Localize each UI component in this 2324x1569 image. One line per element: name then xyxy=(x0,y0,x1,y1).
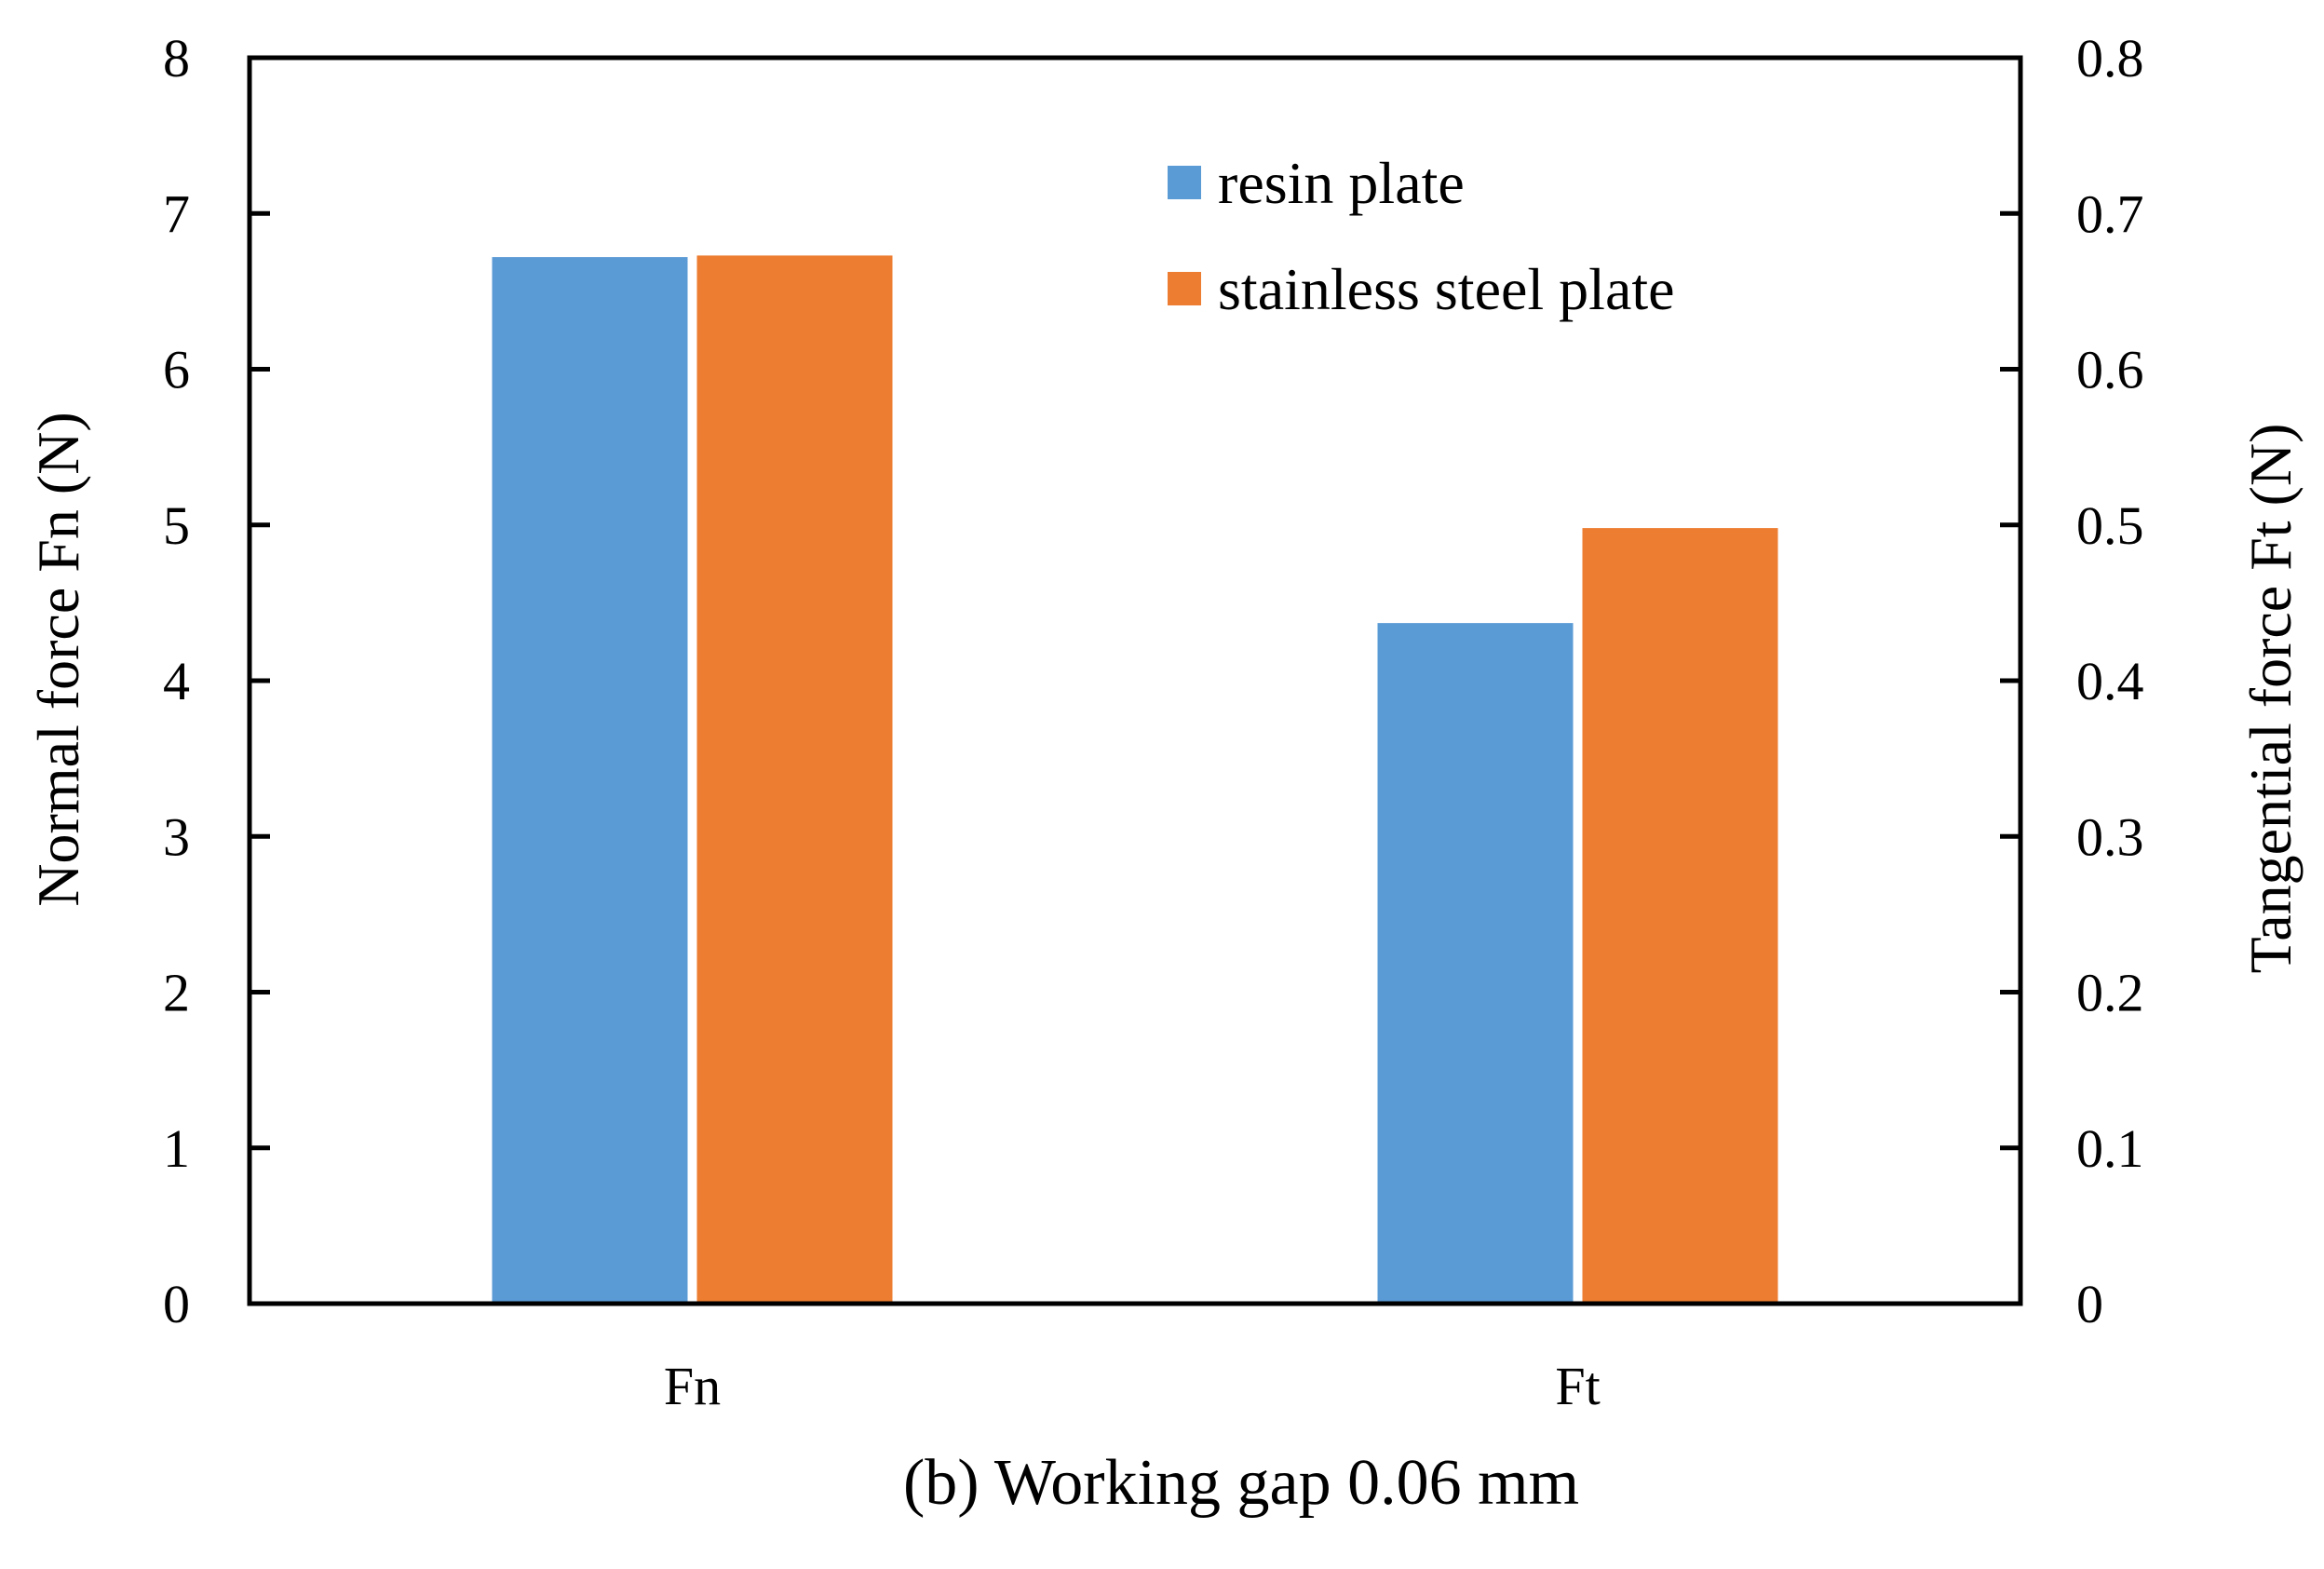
bar-fn-resin-plate xyxy=(492,257,688,1305)
chart-caption: (b) Working gap 0.06 mm xyxy=(903,1447,1579,1519)
left-tick-label: 7 xyxy=(163,183,190,244)
right-axis-title: Tangential force Ft (N) xyxy=(2237,424,2304,974)
right-tick-label: 0.2 xyxy=(2076,963,2144,1023)
legend-swatch xyxy=(1168,272,1201,305)
right-tick-label: 0.8 xyxy=(2076,28,2144,88)
category-label: Fn xyxy=(664,1356,721,1416)
right-tick-label: 0.7 xyxy=(2076,183,2144,244)
category-labels: Fn Ft xyxy=(664,1356,1601,1416)
bar-fn-stainless-steel-plate xyxy=(696,255,893,1305)
right-tick-label: 0.3 xyxy=(2076,806,2144,867)
left-axis-title: Normal force Fn (N) xyxy=(25,412,91,906)
legend-label: resin plate xyxy=(1218,150,1465,216)
left-axis-ticks: 0 1 2 3 4 5 6 7 8 xyxy=(163,28,270,1334)
left-tick-label: 8 xyxy=(163,28,190,88)
left-tick-label: 1 xyxy=(163,1118,190,1179)
right-tick-label: 0.5 xyxy=(2076,495,2144,556)
left-tick-label: 5 xyxy=(163,495,190,556)
right-tick-label: 0.4 xyxy=(2076,651,2144,711)
right-tick-label: 0.1 xyxy=(2076,1118,2144,1179)
legend: resin plate stainless steel plate xyxy=(1168,150,1675,322)
right-tick-label: 0.6 xyxy=(2076,340,2144,400)
bar-ft-stainless-steel-plate xyxy=(1582,528,1778,1304)
bar-ft-resin-plate xyxy=(1377,623,1574,1304)
left-tick-label: 3 xyxy=(163,806,190,867)
bars-layer xyxy=(492,255,1778,1305)
left-tick-label: 2 xyxy=(163,963,190,1023)
left-tick-label: 6 xyxy=(163,340,190,400)
left-tick-label: 4 xyxy=(163,651,190,711)
legend-swatch xyxy=(1168,166,1201,199)
category-label: Ft xyxy=(1555,1356,1600,1416)
right-tick-label: 0 xyxy=(2076,1274,2103,1334)
legend-label: stainless steel plate xyxy=(1218,256,1675,322)
left-tick-label: 0 xyxy=(163,1274,190,1334)
right-axis-ticks: 0 0.1 0.2 0.3 0.4 0.5 0.6 0.7 0.8 xyxy=(2000,28,2144,1334)
